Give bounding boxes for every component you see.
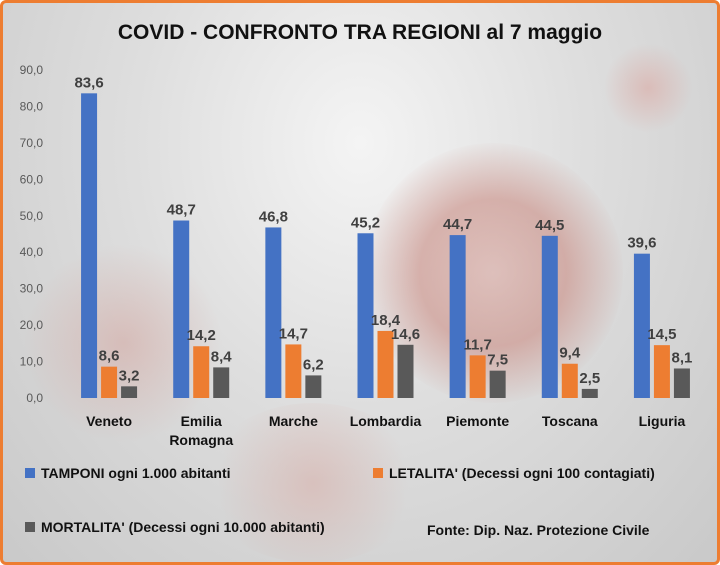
data-label: 14,6 xyxy=(391,326,420,343)
y-tick-label: 70,0 xyxy=(20,136,44,150)
y-tick-label: 20,0 xyxy=(20,318,44,332)
bar xyxy=(469,355,486,398)
y-tick-label: 0,0 xyxy=(26,391,43,405)
bar xyxy=(101,366,118,398)
legend-label: MORTALITA' (Decessi ogni 10.000 abitanti… xyxy=(41,519,325,535)
bar xyxy=(561,363,578,398)
legend-item-tamponi: TAMPONI ogni 1.000 abitanti xyxy=(25,465,231,481)
legend-label: LETALITA' (Decessi ogni 100 contagiati) xyxy=(389,465,655,481)
x-tick-label: Toscana xyxy=(542,413,598,429)
x-tick-label: Lombardia xyxy=(350,413,422,429)
bar xyxy=(193,346,210,398)
source-note: Fonte: Dip. Naz. Protezione Civile xyxy=(427,522,650,538)
y-tick-label: 30,0 xyxy=(20,282,44,296)
y-tick-label: 40,0 xyxy=(20,245,44,259)
x-tick-label: Emilia xyxy=(181,413,222,429)
bar xyxy=(673,368,690,398)
bar xyxy=(377,330,394,398)
bar xyxy=(173,220,190,398)
data-label: 8,1 xyxy=(671,349,692,366)
bar-chart: 0,0 10,0 20,0 30,0 40,0 50,0 60,0 70,0 80,0 90,0 8… xyxy=(20,63,693,448)
virus-decoration xyxy=(23,243,223,443)
bar xyxy=(121,386,138,398)
bar xyxy=(397,344,414,398)
virus-decoration xyxy=(603,43,693,133)
virus-decoration xyxy=(203,403,423,562)
bar xyxy=(541,235,558,398)
data-label: 14,2 xyxy=(187,327,216,344)
data-label: 11,7 xyxy=(463,336,491,353)
bar xyxy=(357,233,374,398)
bar xyxy=(81,93,98,398)
data-label: 3,2 xyxy=(119,367,140,384)
bar xyxy=(213,367,230,398)
data-label: 6,2 xyxy=(303,356,324,373)
legend-item-letalita: LETALITA' (Decessi ogni 100 contagiati) xyxy=(373,465,655,481)
data-label: 45,2 xyxy=(351,214,380,231)
data-label: 46,8 xyxy=(259,208,288,225)
y-tick-label: 80,0 xyxy=(20,99,44,113)
legend-item-mortalita: MORTALITA' (Decessi ogni 10.000 abitanti… xyxy=(25,519,325,535)
x-tick-label: Marche xyxy=(269,413,318,429)
legend-swatch xyxy=(373,468,383,478)
bar xyxy=(581,388,598,398)
data-label: 18,4 xyxy=(371,312,401,329)
data-label: 7,5 xyxy=(487,352,508,369)
bar xyxy=(653,345,670,398)
data-label: 14,7 xyxy=(279,325,308,342)
x-tick-label: Liguria xyxy=(639,413,686,429)
data-label: 48,7 xyxy=(167,202,196,219)
data-label: 2,5 xyxy=(579,370,600,387)
data-label: 44,7 xyxy=(443,216,472,233)
y-tick-label: 10,0 xyxy=(20,355,44,369)
bar xyxy=(449,235,466,398)
x-tick-label: Veneto xyxy=(86,413,132,429)
y-tick-label: 50,0 xyxy=(20,209,44,223)
bar xyxy=(265,227,282,398)
data-label: 39,6 xyxy=(627,235,656,252)
bar xyxy=(285,344,302,398)
chart-title: COVID - CONFRONTO TRA REGIONI al 7 maggi… xyxy=(117,21,603,44)
bar xyxy=(489,370,506,398)
y-tick-label: 90,0 xyxy=(20,63,44,77)
legend-swatch xyxy=(25,468,35,478)
x-tick-label: Romagna xyxy=(169,432,233,448)
data-label: 9,4 xyxy=(559,345,581,362)
data-label: 8,6 xyxy=(99,348,120,365)
data-label: 44,5 xyxy=(535,217,564,234)
y-tick-label: 60,0 xyxy=(20,172,44,186)
data-label: 14,5 xyxy=(647,326,676,343)
legend-swatch xyxy=(25,522,35,532)
data-label: 83,6 xyxy=(74,74,103,91)
x-tick-label: Piemonte xyxy=(446,413,509,429)
data-label: 8,4 xyxy=(211,348,233,365)
bar xyxy=(305,375,322,398)
legend-label: TAMPONI ogni 1.000 abitanti xyxy=(41,465,231,481)
bar xyxy=(633,253,650,398)
